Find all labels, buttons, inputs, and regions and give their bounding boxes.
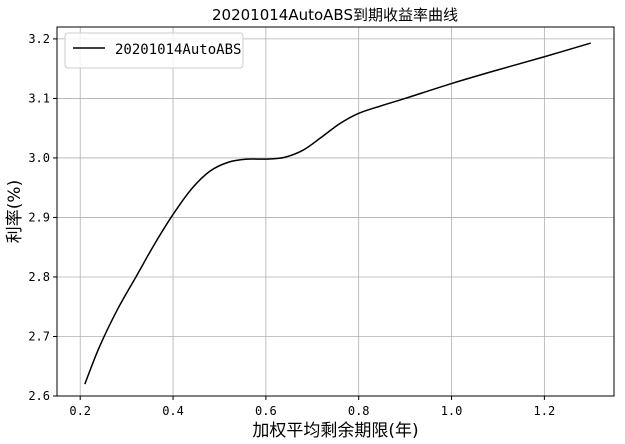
y-tick-label: 2.9: [28, 210, 50, 224]
x-tick-label: 0.2: [69, 404, 91, 418]
y-tick-label: 3.1: [28, 91, 50, 105]
axis-ticks: 0.2 0.4 0.6 0.8 1.0 1.2 2.6 2.7 2.8 2.9 3.0 3.1 3.2: [28, 32, 555, 418]
y-tick-label: 3.2: [28, 32, 50, 46]
legend-box: [64, 32, 244, 69]
grid-lines: [57, 27, 614, 397]
y-axis-label: 利率(%): [5, 180, 25, 243]
chart-title: 20201014AutoABS到期收益率曲线: [212, 6, 458, 24]
legend-entry-label: 20201014AutoABS: [115, 42, 241, 58]
series-line-20201014autoabs: [84, 42, 592, 385]
series-layer: [84, 42, 592, 385]
y-tick-label: 2.7: [28, 329, 50, 343]
y-tick-label: 3.0: [28, 151, 50, 165]
plot-frame: [56, 26, 615, 397]
x-tick-label: 0.6: [255, 404, 277, 418]
y-tick-label: 2.8: [28, 270, 50, 284]
x-tick-label: 1.0: [441, 404, 463, 418]
y-tick-label: 2.6: [28, 389, 50, 403]
x-tick-label: 0.4: [162, 404, 184, 418]
x-axis-label: 加权平均剩余期限(年): [252, 421, 418, 441]
x-tick-label: 1.2: [534, 404, 556, 418]
legend: 20201014AutoABS: [64, 32, 244, 69]
x-tick-label: 0.8: [348, 404, 370, 418]
